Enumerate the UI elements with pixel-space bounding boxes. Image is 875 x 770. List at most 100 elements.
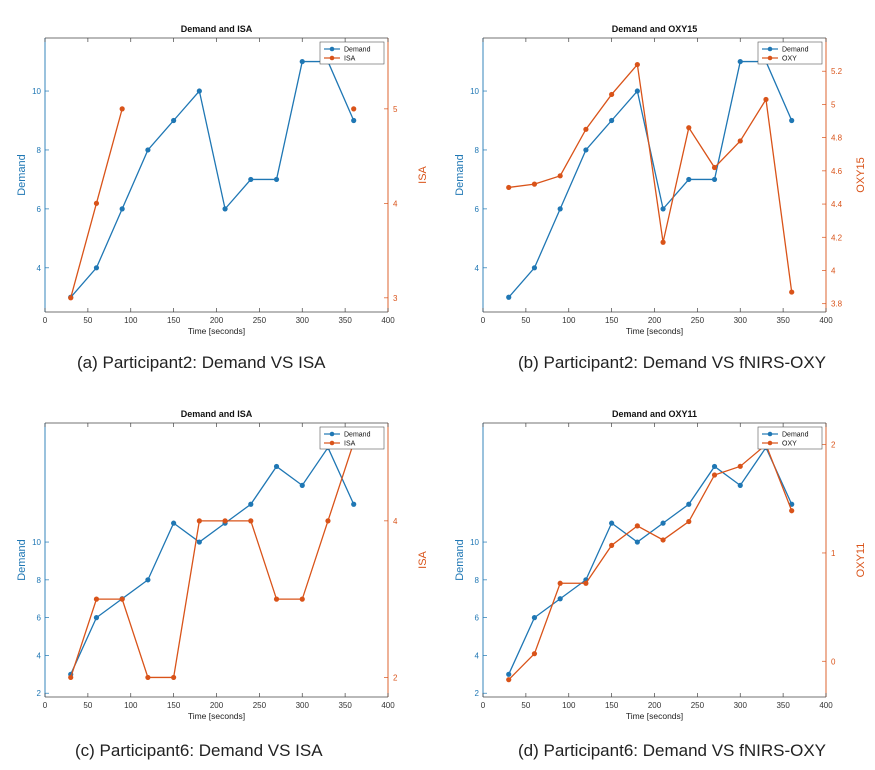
demand-data-point: [171, 520, 177, 526]
chart-title: Demand and OXY11: [612, 409, 697, 419]
y-right-tick-label: 4: [393, 199, 398, 208]
y-right-tick-label: 3.8: [831, 300, 843, 309]
chart-panel-d: Demand and OXY11 0 50 100 150 200 250 300 350 400…: [438, 385, 875, 770]
oxy-data-point: [789, 289, 795, 295]
x-tick-label: 100: [562, 316, 576, 325]
demand-series-line: [70, 446, 355, 675]
oxy-data-point: [737, 463, 743, 469]
x-tick-label: 250: [691, 701, 705, 710]
plot-area: [45, 38, 388, 312]
isa-data-point: [145, 674, 151, 681]
y-right-tick-label: 2: [831, 441, 836, 450]
y-left-tick-label: 6: [475, 614, 480, 623]
x-tick-label: 100: [562, 701, 576, 710]
isa-data-point: [119, 106, 125, 112]
demand-data-point: [737, 482, 743, 488]
legend-label: ISA: [344, 441, 356, 448]
legend-marker: [767, 46, 773, 52]
oxy-data-point: [686, 518, 692, 525]
y-right-tick-label: 4.6: [831, 167, 843, 176]
x-tick-label: 50: [521, 701, 530, 710]
legend-marker: [329, 440, 335, 446]
oxy-data-point: [531, 651, 538, 657]
x-tick-label: 400: [381, 701, 395, 710]
demand-series-line: [70, 60, 355, 298]
demand-data-point: [711, 176, 718, 183]
legend-label: ISA: [344, 56, 356, 63]
y-left-tick-label: 8: [475, 576, 480, 585]
demand-data-point: [248, 501, 254, 507]
oxy-series-line: [508, 443, 793, 681]
demand-data-point: [634, 539, 640, 545]
y-right-tick-label: 4.8: [831, 134, 843, 143]
demand-data-point: [248, 176, 254, 183]
oxy-data-point: [711, 164, 718, 171]
y-right-tick-label: 3: [393, 294, 398, 303]
x-tick-label: 350: [338, 316, 352, 325]
y-left-axis-label: Demand: [16, 154, 28, 196]
x-axis-label: Time [seconds]: [188, 711, 245, 721]
demand-data-point: [789, 117, 795, 124]
x-tick-label: 0: [43, 316, 48, 325]
demand-data-point: [196, 539, 202, 545]
x-axis-label: Time [seconds]: [626, 326, 683, 336]
demand-data-point: [660, 206, 666, 212]
y-right-axis-label: ISA: [417, 165, 429, 183]
demand-data-point: [145, 577, 151, 583]
x-tick-label: 300: [734, 701, 748, 710]
y-left-tick-label: 4: [37, 651, 42, 660]
isa-data-point: [222, 518, 228, 524]
plot-area: [45, 423, 388, 697]
legend-marker: [767, 431, 773, 437]
oxy-data-point: [711, 472, 718, 478]
oxy-data-point: [634, 523, 640, 529]
demand-data-point: [119, 206, 125, 212]
legend-marker: [329, 431, 335, 437]
y-left-tick-label: 8: [37, 576, 42, 585]
oxy-data-point: [557, 173, 563, 179]
demand-data-point: [634, 88, 640, 94]
x-tick-label: 150: [167, 316, 181, 325]
y-left-tick-label: 4: [475, 264, 480, 273]
y-right-tick-label: 5: [393, 105, 398, 114]
y-right-tick-label: 4: [831, 266, 836, 275]
x-tick-label: 150: [605, 701, 619, 710]
x-tick-label: 150: [167, 701, 181, 710]
oxy-data-point: [609, 91, 615, 98]
x-tick-label: 0: [481, 316, 486, 325]
x-tick-label: 100: [124, 316, 138, 325]
x-axis-label: Time [seconds]: [188, 326, 245, 336]
demand-data-point: [686, 176, 692, 183]
demand-data-point: [583, 147, 589, 153]
demand-data-point: [196, 88, 202, 94]
x-tick-label: 300: [296, 701, 310, 710]
x-tick-label: 350: [338, 701, 352, 710]
demand-data-point: [660, 520, 666, 526]
y-right-tick-label: 2: [393, 673, 398, 682]
y-left-tick-label: 4: [37, 264, 42, 273]
y-left-tick-label: 2: [37, 689, 42, 698]
x-tick-label: 250: [253, 316, 267, 325]
oxy-data-point: [634, 61, 640, 68]
x-tick-label: 100: [124, 701, 138, 710]
y-left-tick-label: 8: [37, 146, 42, 155]
x-tick-label: 0: [481, 701, 486, 710]
y-right-axis-label: OXY15: [855, 157, 867, 192]
demand-data-point: [299, 482, 305, 488]
x-tick-label: 50: [83, 316, 92, 325]
chart-c-svg: Demand and ISA 0 50 100 150 200 250 300 350 400 Ti…: [16, 409, 429, 721]
y-left-tick-label: 10: [32, 87, 41, 96]
demand-data-point: [93, 615, 100, 621]
chart-title: Demand and ISA: [181, 24, 253, 34]
oxy-data-point: [583, 580, 589, 586]
demand-data-point: [557, 596, 563, 602]
isa-data-point: [248, 518, 254, 524]
x-tick-label: 350: [776, 316, 790, 325]
plot-area: [483, 423, 826, 697]
chart-panel-b: Demand and OXY15 0 50 100 150 200 250 300 350 400…: [438, 0, 875, 385]
y-left-tick-label: 10: [470, 87, 479, 96]
demand-data-point: [273, 463, 280, 470]
demand-data-point: [299, 58, 305, 65]
isa-data-point: [93, 200, 100, 206]
